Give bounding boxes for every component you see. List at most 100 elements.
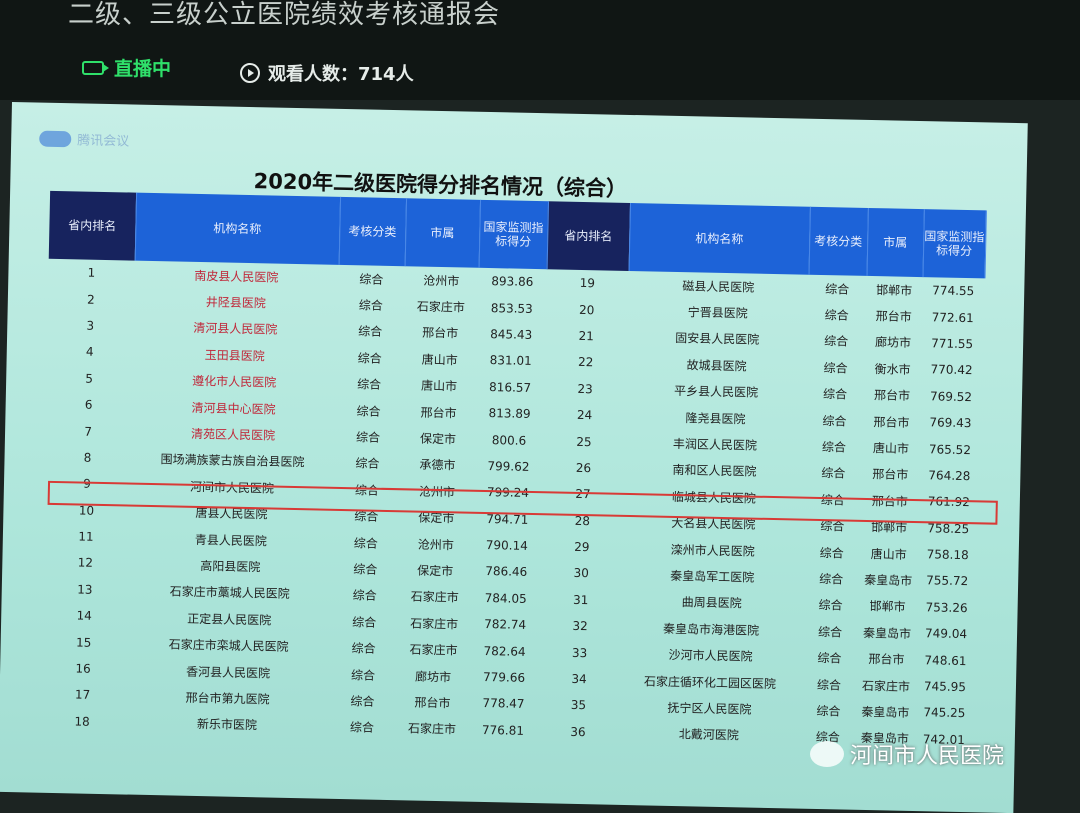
cell-category: 综合	[355, 430, 381, 445]
header-score: 国家监测指标得分	[478, 199, 549, 270]
cell-score: 790.14	[485, 538, 528, 553]
cell-rank: 5	[85, 371, 94, 386]
cell-score: 745.25	[923, 705, 966, 721]
cell-rank: 21	[578, 328, 595, 344]
cell-category: 综合	[358, 324, 383, 340]
cell-score: 769.52	[929, 389, 973, 404]
cell-category: 综合	[823, 334, 849, 350]
cell-rank: 23	[577, 381, 593, 396]
cell-rank: 31	[572, 592, 589, 608]
cell-city: 沧州市	[423, 273, 460, 289]
cell-rank: 25	[576, 434, 592, 449]
cell-rank: 33	[571, 645, 588, 660]
cell-city: 邯郸市	[876, 282, 913, 298]
cell-score: 771.55	[931, 336, 974, 352]
cell-name: 北戴河医院	[678, 727, 740, 743]
cell-rank: 1	[87, 265, 96, 280]
cell-score: 764.28	[928, 468, 971, 484]
cell-name: 抚宁区人民医院	[667, 700, 752, 717]
cell-name: 磁县人民医院	[682, 278, 755, 295]
cell-category: 综合	[824, 308, 849, 323]
cell-score: 786.46	[485, 564, 528, 580]
meeting-title: 二级、三级公立医院绩效考核通报会	[68, 0, 501, 30]
cell-category: 综合	[349, 720, 375, 736]
cell-rank: 12	[77, 555, 94, 571]
cell-name: 曲周县医院	[681, 595, 742, 611]
cell-category: 综合	[818, 598, 843, 613]
cell-category: 综合	[355, 456, 380, 472]
cell-rank: 35	[570, 698, 587, 713]
cell-rank: 3	[86, 318, 95, 333]
cell-city: 保定市	[419, 431, 457, 447]
cell-category: 综合	[819, 571, 844, 587]
video-camera-icon	[82, 60, 109, 75]
header-category: 考核分类	[808, 206, 868, 276]
cell-rank: 36	[570, 724, 586, 739]
header-rank: 省内排名	[546, 201, 631, 271]
cell-name: 石家庄循环化工园区医院	[643, 673, 777, 691]
cell-category: 综合	[353, 535, 378, 551]
cell-category: 综合	[822, 387, 848, 402]
cell-score: 845.43	[490, 327, 533, 342]
cell-city: 邢台市	[422, 326, 459, 341]
cell-rank: 2	[86, 292, 95, 307]
cell-score: 765.52	[928, 441, 972, 457]
wechat-icon	[810, 741, 844, 767]
header-city: 市属	[866, 207, 924, 278]
cell-category: 综合	[817, 651, 842, 666]
cell-rank: 29	[574, 539, 590, 555]
cell-name: 隆尧县医院	[685, 410, 746, 427]
cell-rank: 11	[78, 529, 94, 544]
cell-city: 唐山市	[872, 441, 910, 456]
cell-city: 石家庄市	[409, 642, 458, 658]
cell-rank: 22	[577, 355, 594, 370]
play-icon	[240, 63, 260, 83]
live-label: 直播中	[114, 58, 172, 80]
cell-name: 滦州市人民医院	[670, 542, 755, 559]
cell-category: 综合	[819, 545, 844, 561]
cell-rank: 13	[77, 582, 93, 597]
cell-score: 813.89	[488, 406, 531, 422]
cell-score: 800.6	[491, 432, 527, 448]
cell-score: 779.66	[482, 670, 526, 685]
cell-category: 综合	[823, 360, 848, 376]
cell-category: 综合	[356, 377, 382, 393]
cell-city: 邢台市	[872, 467, 909, 483]
cell-name: 故城县医院	[686, 358, 747, 374]
cell-score: 776.81	[481, 722, 525, 738]
header-rank: 省内排名	[48, 190, 137, 261]
cell-city: 石家庄市	[416, 299, 465, 315]
ranking-table: 省内排名 机构名称 考核分类 市属 国家监测指标得分 省内排名 机构名称 考核分…	[39, 190, 987, 754]
cell-score: 755.72	[926, 573, 969, 589]
tencent-meeting-logo: 腾讯会议	[39, 129, 130, 150]
cell-rank: 34	[571, 671, 587, 687]
cell-city: 唐山市	[420, 378, 458, 394]
logo-text: 腾讯会议	[77, 133, 130, 150]
header-name: 机构名称	[628, 202, 810, 275]
cell-city: 石家庄市	[407, 721, 457, 737]
cell-category: 综合	[352, 615, 377, 630]
cell-rank: 20	[578, 302, 595, 317]
cell-score: 753.26	[925, 600, 968, 615]
cell-score: 778.47	[482, 696, 525, 712]
cell-name: 南和区人民医院	[672, 463, 757, 480]
cell-rank: 14	[76, 608, 93, 624]
cell-city: 邯郸市	[869, 599, 906, 615]
cell-city: 邢台市	[420, 405, 457, 421]
cell-city: 石家庄市	[410, 616, 459, 632]
cell-category: 综合	[350, 694, 375, 709]
cell-score: 784.05	[484, 590, 527, 606]
cell-name: 秦皇岛军工医院	[670, 568, 755, 585]
cell-city: 邢台市	[414, 695, 451, 711]
cell-city: 沧州市	[417, 537, 454, 552]
cell-category: 综合	[359, 272, 384, 287]
viewer-count: 观看人数：714人	[240, 60, 414, 86]
cell-name: 丰润区人民医院	[672, 436, 758, 453]
cell-city: 秦皇岛市	[864, 572, 913, 588]
cell-rank: 16	[75, 661, 91, 676]
header-score: 国家监测指标得分	[922, 209, 986, 279]
cell-score: 772.61	[931, 309, 974, 325]
cell-name: 秦皇岛市海港医院	[662, 621, 760, 638]
meeting-header: 二级、三级公立医院绩效考核通报会 直播中 观看人数：714人	[0, 0, 1080, 100]
cell-category: 综合	[356, 403, 381, 419]
